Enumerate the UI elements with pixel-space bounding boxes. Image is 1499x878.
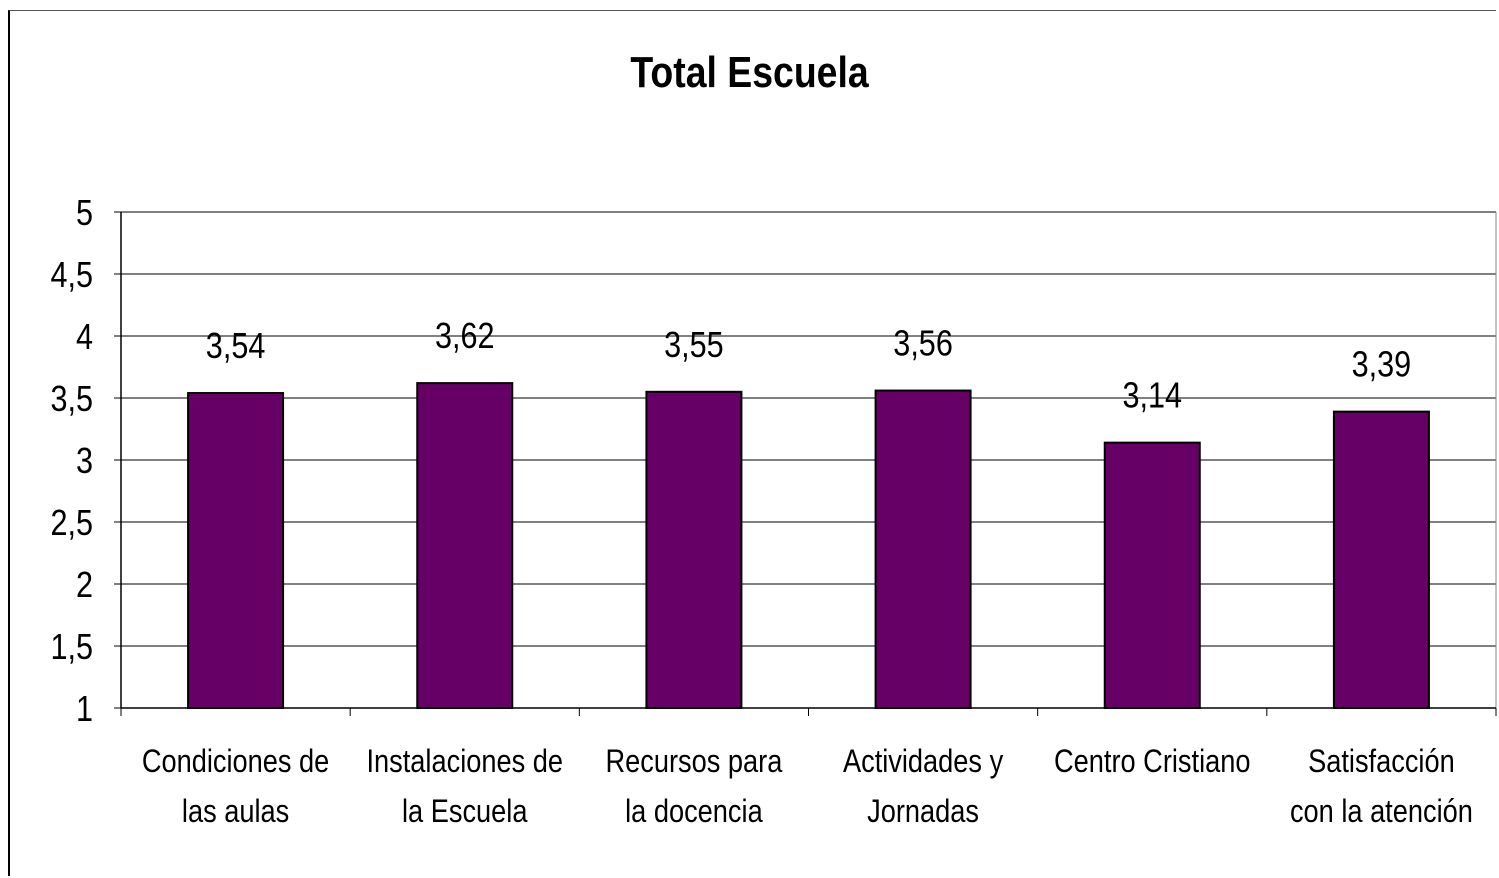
chart-title: Total Escuela bbox=[630, 48, 869, 97]
x-category-label: Actividades y bbox=[843, 744, 1003, 780]
y-tick-label: 2,5 bbox=[50, 504, 93, 544]
data-label: 3,62 bbox=[435, 317, 495, 357]
bar bbox=[187, 392, 285, 709]
y-tick-label: 2 bbox=[76, 566, 93, 606]
x-category-label: Instalaciones de bbox=[366, 744, 563, 780]
y-tick-label: 4,5 bbox=[50, 256, 93, 296]
x-category-label: la Escuela bbox=[402, 794, 528, 830]
bar bbox=[645, 390, 743, 709]
y-tick-label: 4 bbox=[76, 318, 93, 358]
bar bbox=[416, 382, 514, 709]
x-category-label: las aulas bbox=[182, 794, 289, 830]
x-category-label: Recursos para bbox=[606, 744, 783, 780]
data-label: 3,39 bbox=[1352, 345, 1412, 385]
chart-frame bbox=[8, 10, 1496, 876]
x-category-label: la docencia bbox=[625, 794, 763, 830]
y-tick-label: 3,5 bbox=[50, 380, 93, 420]
data-label: 3,56 bbox=[893, 324, 953, 364]
x-category-label: Jornadas bbox=[867, 794, 979, 830]
x-category-label: Centro Cristiano bbox=[1054, 744, 1250, 780]
data-label: 3,54 bbox=[206, 327, 266, 367]
data-label: 3,14 bbox=[1122, 376, 1182, 416]
bar bbox=[874, 389, 972, 709]
y-tick-label: 3 bbox=[76, 442, 93, 482]
y-tick-label: 5 bbox=[76, 194, 93, 234]
y-tick-label: 1,5 bbox=[50, 628, 93, 668]
y-tick-label: 1 bbox=[76, 690, 93, 730]
x-category-label: con la atención bbox=[1290, 794, 1473, 830]
bar bbox=[1332, 410, 1430, 709]
bar bbox=[1103, 441, 1201, 709]
x-category-label: Satisfacción bbox=[1308, 744, 1455, 780]
x-category-label: Condiciones de bbox=[142, 744, 329, 780]
data-label: 3,55 bbox=[664, 326, 724, 366]
